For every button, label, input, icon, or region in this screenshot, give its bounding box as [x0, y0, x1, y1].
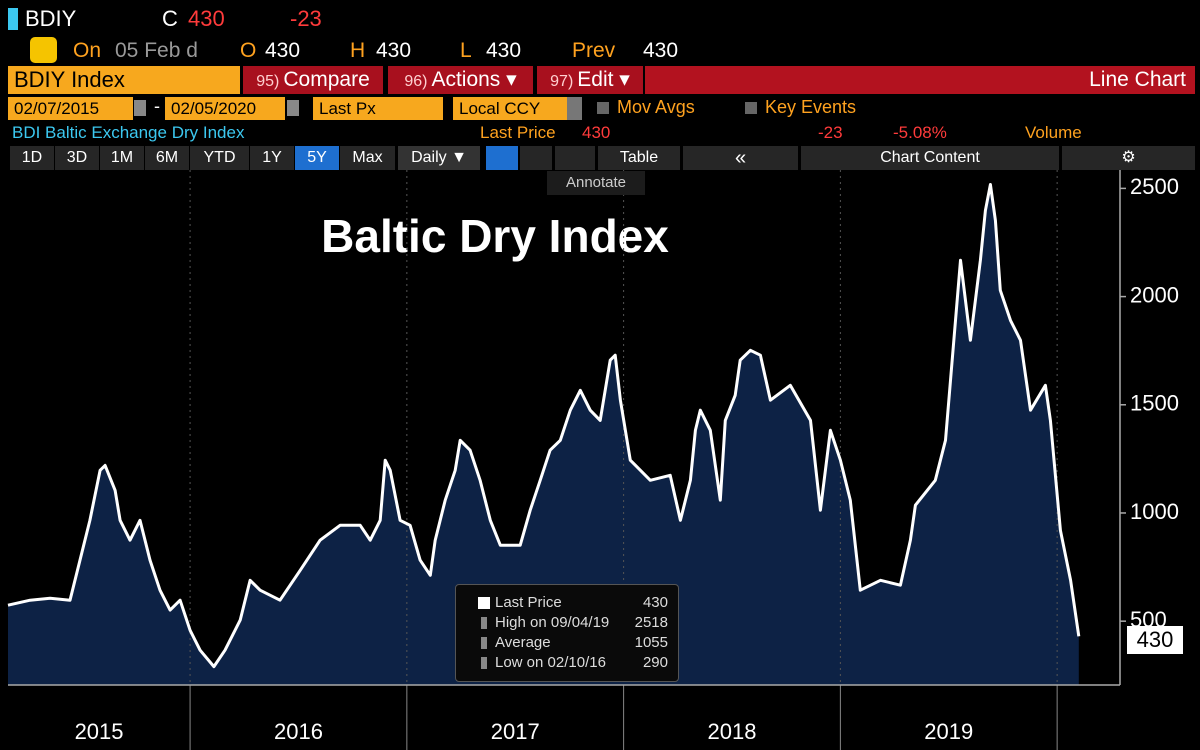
legend-value: 430	[642, 594, 668, 611]
bar-icon[interactable]	[520, 146, 552, 170]
field-select[interactable]: Last Px	[313, 97, 443, 120]
menu-number: 96)	[404, 73, 428, 90]
option-label: Mov Avgs	[617, 97, 695, 117]
security-field[interactable]: BDIY Index	[8, 66, 240, 94]
volume-label: Volume	[1025, 123, 1082, 142]
legend-label: High on 09/04/19	[495, 614, 610, 631]
close: 430	[188, 6, 225, 31]
legend-value: 1055	[634, 634, 668, 651]
annotate-button[interactable]: Annotate	[547, 171, 645, 195]
menu-label: Actions ▾	[431, 68, 517, 91]
period-button[interactable]: 1M	[100, 146, 144, 170]
last: 430	[582, 123, 611, 142]
prev-label: Prev	[572, 39, 616, 62]
line	[7, 183, 1081, 669]
table-button[interactable]: Table	[598, 146, 680, 170]
settings-button[interactable]: ⚙	[1062, 146, 1195, 170]
dropdown-arrow[interactable]	[567, 97, 582, 120]
prev: 430	[643, 39, 679, 62]
calendar-icon[interactable]	[287, 100, 299, 116]
low: 430	[486, 39, 522, 62]
content-button[interactable]: Chart Content	[801, 146, 1059, 170]
area	[8, 184, 1079, 685]
ticker: BDIY	[25, 6, 77, 31]
high-label: H	[350, 39, 366, 62]
alert-icon[interactable]	[30, 37, 57, 63]
info-change: -23	[818, 123, 843, 142]
last-label: Last Price	[480, 123, 556, 142]
info-pct: -5.08%	[893, 123, 947, 142]
legend-icon	[481, 617, 487, 629]
legend-value: 2518	[634, 614, 668, 631]
collapse-button[interactable]: «	[683, 146, 798, 170]
period-button[interactable]: YTD	[190, 146, 249, 170]
y-tick-label: 2000	[1130, 282, 1179, 307]
period-button[interactable]: 1Y	[250, 146, 294, 170]
end-date[interactable]: 02/05/2020	[165, 97, 285, 120]
menu-number: 95)	[256, 73, 280, 90]
x-tick-label: 2016	[274, 719, 323, 744]
menu-number: 97)	[550, 73, 574, 90]
period-button[interactable]: 6M	[145, 146, 189, 170]
legend-label: Average	[495, 634, 551, 651]
on-label: On	[73, 39, 102, 62]
change: -23	[290, 6, 322, 31]
high: 430	[376, 39, 412, 62]
view-bar	[645, 66, 1195, 94]
open-label: O	[240, 39, 257, 62]
line-icon[interactable]	[486, 146, 518, 170]
last-value-tag: 430	[1127, 626, 1183, 655]
legend-icon	[481, 637, 487, 649]
menu-button[interactable]: 96) Actions ▾	[388, 66, 533, 94]
menu-button[interactable]: 97) Edit ▾	[537, 66, 643, 94]
x-tick-label: 2017	[491, 719, 540, 744]
y-tick-label: 1000	[1130, 499, 1179, 524]
period-button[interactable]: 3D	[55, 146, 99, 170]
option-label: Key Events	[765, 97, 857, 117]
legend-label: Last Price	[495, 594, 562, 611]
x-tick-label: 2019	[924, 719, 973, 744]
legend-label: Low on 02/10/16	[495, 654, 606, 671]
period-button[interactable]: 5Y	[295, 146, 339, 170]
close-label: C	[162, 6, 178, 31]
period-button[interactable]: Max	[340, 146, 395, 170]
legend-box: Last Price 430 High on 09/04/19 2518 Average…	[455, 584, 679, 682]
quote-date: 05 Feb d	[115, 39, 198, 62]
menu-label: Edit ▾	[577, 68, 630, 91]
chart-title: Baltic Dry Index	[321, 210, 669, 262]
y-tick-label: 2500	[1130, 174, 1179, 199]
start-date[interactable]: 02/07/2015	[8, 97, 133, 120]
view-label[interactable]: Line Chart	[1089, 68, 1186, 91]
legend-icon	[478, 597, 490, 609]
more-icon[interactable]	[555, 146, 595, 170]
legend-icon	[481, 657, 487, 669]
x-tick-label: 2018	[708, 719, 757, 744]
low-label: L	[460, 39, 472, 62]
checkbox[interactable]	[745, 102, 757, 114]
y-tick-label: 1500	[1130, 391, 1179, 416]
frequency[interactable]: Daily ▼	[398, 146, 480, 170]
period-button[interactable]: 1D	[10, 146, 54, 170]
calendar-icon[interactable]	[134, 100, 146, 116]
open: 430	[265, 39, 301, 62]
currency-select[interactable]: Local CCY	[453, 97, 567, 120]
x-tick-label: 2015	[75, 719, 124, 744]
security-name: BDI Baltic Exchange Dry Index	[12, 123, 245, 142]
menu-button[interactable]: 95) Compare	[243, 66, 383, 94]
range-separator: -	[154, 96, 160, 116]
checkbox[interactable]	[597, 102, 609, 114]
legend-value: 290	[642, 654, 668, 671]
ticker-marker	[8, 8, 18, 30]
menu-label: Compare	[283, 68, 370, 91]
